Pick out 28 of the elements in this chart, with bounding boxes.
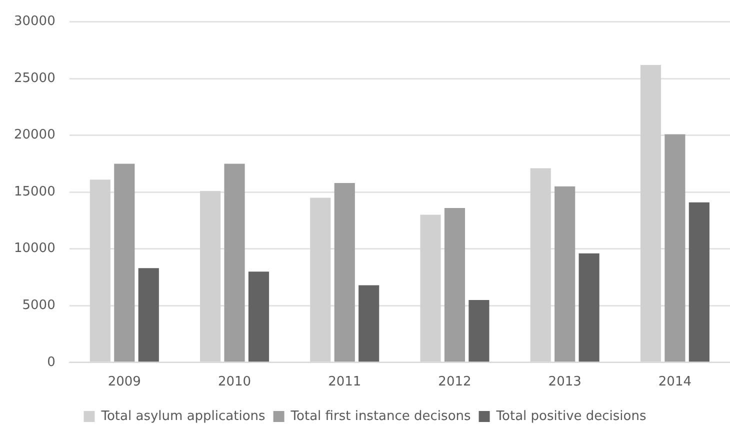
bar: [358, 285, 380, 362]
bar: [554, 186, 576, 362]
bar: [688, 202, 710, 362]
x-tick-label: 2013: [548, 374, 582, 390]
y-tick-label: 5000: [22, 298, 56, 314]
bar: [248, 272, 270, 362]
bar: [114, 164, 135, 362]
bar: [334, 183, 355, 362]
bar: [578, 253, 600, 362]
y-tick-label: 15000: [14, 184, 56, 200]
y-tick-label: 20000: [14, 128, 56, 143]
bar: [468, 300, 490, 362]
x-tick-label: 2014: [658, 374, 692, 390]
y-tick-label: 30000: [14, 14, 56, 30]
x-tick-label: 2012: [438, 374, 472, 390]
y-tick-label: 10000: [14, 241, 56, 256]
bar: [444, 208, 466, 362]
bar: [224, 164, 245, 362]
y-tick-label: 25000: [14, 70, 56, 86]
x-tick-label: 2009: [108, 374, 141, 390]
x-tick-label: 2010: [218, 374, 252, 390]
legend-label: Total first instance decisons: [290, 408, 472, 424]
bar: [664, 134, 686, 362]
bar: [138, 268, 159, 362]
y-tick-label: 0: [47, 354, 56, 370]
legend-label: Total positive decisions: [495, 408, 646, 424]
x-tick-label: 2011: [328, 374, 362, 390]
legend-label: Total asylum applications: [100, 408, 266, 424]
